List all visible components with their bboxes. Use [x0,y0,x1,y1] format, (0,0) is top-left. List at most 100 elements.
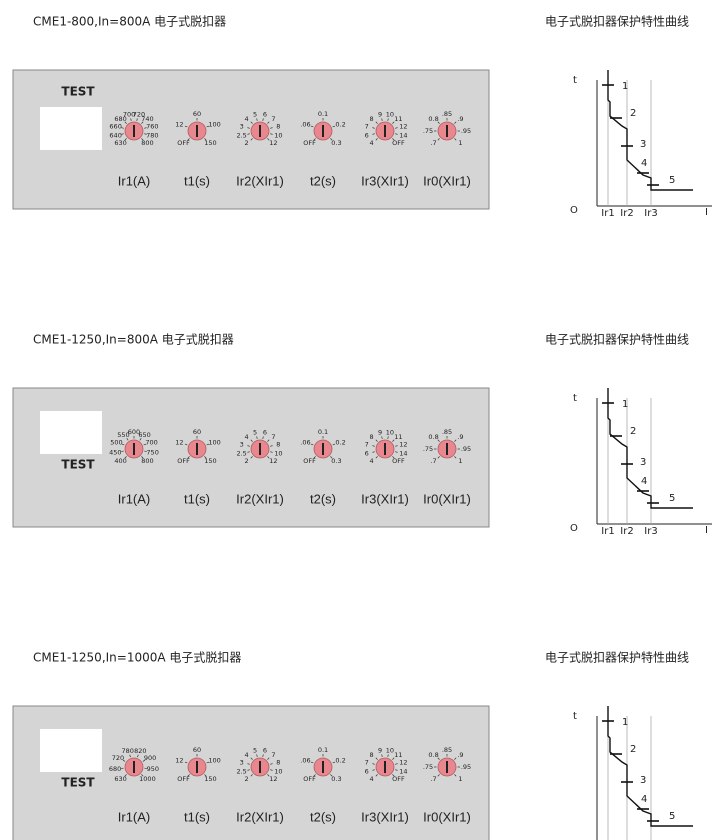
dial-scale-label: .85 [442,746,452,754]
dial-scale-label: 0.8 [428,751,438,759]
dial-scale-label: 400 [114,457,126,465]
current-label: Ir2 [620,208,633,219]
test-label: TEST [61,776,95,790]
dial-tick [256,436,258,439]
dial-tick [395,127,398,129]
dial-scale-label: 7 [365,123,369,131]
dial-tick [313,456,316,459]
dial-tick [372,133,375,135]
dial-tick [375,439,378,442]
dial-scale-label: .06 [300,756,310,764]
dial-scale-label: 8 [369,433,373,441]
dial-scale-label: 0.1 [318,110,328,118]
dial-tick [454,439,457,442]
curve-point-label: 1 [622,399,628,410]
dial-scale-label: 60 [193,428,201,436]
dial-scale-label: 11 [394,433,402,441]
dial-scale-label: 800 [141,457,153,465]
dial-scale-label: 6 [365,131,369,139]
dial-scale-label: .9 [457,433,463,441]
dial-label: Ir3(XIr1) [361,809,409,824]
dial-scale-label: 680 [109,765,121,773]
dial-scale-label: 8 [276,441,280,449]
dial-scale-label: 12 [175,120,183,128]
dial-scale-label: 3 [240,123,244,131]
dial-tick [184,761,188,764]
dial-scale-label: .95 [461,763,471,771]
origin-label: O [570,523,578,534]
dial-scale-label: 2 [244,139,248,147]
current-label: Ir3 [644,208,657,219]
dial-scale-label: .06 [300,438,310,446]
dial-tick [206,443,210,446]
dial-tick [187,774,190,777]
dial-tick [387,118,389,121]
dial-tick [141,138,144,141]
dial-tick [144,127,147,129]
dial-tick [137,754,139,758]
curve-point-label: 3 [640,457,646,468]
dial-label: Ir0(XIr1) [423,809,471,824]
dial-tick [247,769,250,771]
dial-label: Ir2(XIr1) [236,173,284,188]
dial-scale-label: OFF [303,139,316,147]
dial-label: t2(s) [310,173,336,188]
dial-tick [310,125,314,128]
dial-scale-label: 780 [122,747,134,755]
dial-scale-label: .85 [442,428,452,436]
dial-scale-label: 11 [394,751,402,759]
dial-tick [267,456,270,459]
dial-scale-label: 0.8 [428,115,438,123]
dial-scale-label: .9 [457,115,463,123]
dial-tick [267,757,270,760]
dial-tick [395,451,398,453]
dial-tick [454,121,457,124]
dial-tick [375,774,378,777]
dial-scale-label: 4 [244,115,248,123]
section-title: CME1-1250,In=1000A 电子式脱扣器 [33,650,241,665]
dial-scale-label: 660 [109,123,121,131]
dial-tick [247,445,250,447]
dial-label: Ir1(A) [118,491,151,506]
dial-tick [247,763,250,765]
trip-curve [607,70,693,191]
dial-scale-label: 100 [208,756,220,764]
dial-scale-label: 720 [133,111,145,119]
dial-tick [330,774,333,777]
dial-tick [270,445,273,447]
dial-scale-label: 7 [271,751,275,759]
curve-title: 电子式脱扣器保护特性曲线 [545,14,689,29]
dial-scale-label: 720 [112,754,124,762]
dial-scale-label: OFF [392,457,405,465]
test-label: TEST [61,458,95,472]
dial-tick [130,118,132,121]
curve-point-label: 5 [669,811,675,822]
dial-scale-label: 740 [141,115,153,123]
dial-scale-label: 700 [123,111,135,119]
dial-scale-label: 12 [269,457,277,465]
dial-scale-label: 1000 [139,775,156,783]
dial-scale-label: 3 [240,441,244,449]
dial-tick [267,439,270,442]
dial-tick [247,127,250,129]
curve-point-label: 4 [641,794,647,805]
dial-tick [381,436,383,439]
dial-scale-label: 12 [399,759,407,767]
dial-tick [454,774,457,777]
dial-tick [454,456,457,459]
dial-scale-label: 550 [117,431,129,439]
dial-scale-label: OFF [177,457,190,465]
dial-tick [395,445,398,447]
dial-tick [124,138,127,141]
section-title: CME1-800,In=800A 电子式脱扣器 [33,14,226,29]
dial-tick [256,118,258,121]
dial-tick [270,451,273,453]
dial-tick [121,127,124,129]
dial-scale-label: 0.2 [335,756,345,764]
dial-scale-label: 10 [386,747,394,755]
dial-tick [250,757,253,760]
dial-tick [267,774,270,777]
dial-tick [381,754,383,757]
dial-tick [129,754,131,758]
dial-tick [387,436,389,439]
